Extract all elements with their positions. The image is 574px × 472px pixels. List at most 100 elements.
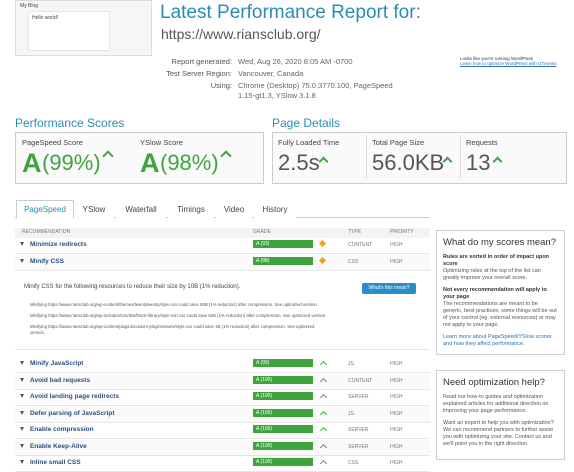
- row-priority: HIGH: [390, 394, 403, 400]
- scores-heading: Performance Scores: [15, 116, 125, 130]
- row-priority: HIGH: [390, 410, 403, 417]
- row-name[interactable]: Defer parsing of JavaScript: [30, 409, 115, 417]
- row-priority: HIGH: [390, 443, 403, 450]
- tab[interactable]: Video: [216, 200, 252, 218]
- info-label: Report generated:: [171, 57, 232, 66]
- grade-bar: A (99): [253, 359, 313, 367]
- row-type: SERVER: [348, 443, 369, 450]
- info-value: Wed, Aug 26, 2020 8:05 AM -0700: [238, 57, 353, 66]
- sidebar-bold: Not every recommendation will apply to y…: [443, 287, 547, 300]
- row-bg: [15, 357, 430, 373]
- body: My Blog Hello world! Latest Performance …: [15, 0, 567, 472]
- details-box: [272, 132, 567, 184]
- sidebar-bold: Rules are sorted in order of impact upon…: [443, 254, 550, 267]
- detail-label: Requests: [466, 138, 498, 147]
- row-priority: HIGH: [390, 460, 403, 466]
- grade-bar: A (93): [253, 240, 313, 248]
- score-percent: (98%): [160, 150, 219, 175]
- column-header: GRADE: [253, 229, 271, 235]
- row-type: CSS: [348, 460, 359, 466]
- row-name[interactable]: Minify CSS: [30, 257, 64, 265]
- score-label: YSlow Score: [140, 138, 183, 147]
- row-bg: [15, 254, 430, 271]
- score-grade: A: [22, 148, 42, 178]
- sidebar-box: What do my scores mean? Rules are sorted …: [436, 230, 565, 355]
- row-priority: HIGH: [390, 377, 403, 384]
- row-bg: [15, 406, 430, 423]
- info-value: Chrome (Desktop) 75.0.3770.100, PageSpee…: [238, 81, 393, 100]
- thumb-post-title: Hello world!: [32, 15, 59, 21]
- row-priority: HIGH: [390, 427, 403, 433]
- table-header-bg: [15, 228, 430, 238]
- row-name[interactable]: Avoid landing page redirects: [30, 393, 119, 400]
- wordpress-link[interactable]: Learn how to optimize WordPress with GTm…: [460, 61, 557, 66]
- row-toggle: [20, 443, 24, 448]
- row-name[interactable]: Enable compression: [30, 426, 94, 433]
- info-label: Test Server Region:: [166, 69, 232, 78]
- sidebar-text: Read our how-to guides and optimization …: [443, 394, 549, 414]
- tab[interactable]: Timings: [168, 200, 214, 218]
- detail-label: Total Page Size: [372, 138, 425, 147]
- details-item: Minifying https://www.riansclub.org/wp-c…: [30, 324, 315, 335]
- row-type: CSS: [348, 258, 359, 265]
- row-name[interactable]: Inline small CSS: [30, 459, 81, 466]
- page: GTmetrix report {"header":{"title":"Late…: [15, 0, 567, 472]
- report-title: Latest Performance Report for:: [160, 2, 421, 23]
- row-type: CONTENT: [348, 242, 373, 248]
- detail-label: Fully Loaded Time: [278, 138, 340, 147]
- wordpress-text: Looks like you're running WordPress: [460, 56, 534, 61]
- row-bg: [15, 423, 430, 439]
- details-box: [15, 271, 430, 350]
- row-toggle: [20, 258, 24, 263]
- row-name[interactable]: Enable Keep-Alive: [30, 442, 87, 450]
- detail-value: 13: [466, 150, 491, 175]
- grade-bar: A (100): [253, 441, 313, 450]
- grade-bar: A (100): [253, 425, 313, 433]
- thumb-content: [28, 11, 110, 51]
- sidebar-box: Need optimization help? Read our how-to g…: [436, 370, 565, 460]
- tab[interactable]: YSlow: [74, 200, 114, 218]
- tab[interactable]: PageSpeed: [16, 200, 74, 219]
- row-toggle: [20, 242, 24, 246]
- row-toggle: [20, 394, 24, 398]
- row-toggle: [20, 361, 24, 365]
- details-divider: [460, 135, 461, 179]
- row-priority: HIGH: [390, 242, 403, 248]
- thumb-site-title: My Blog: [20, 3, 39, 9]
- row-name[interactable]: Minify JavaScript: [30, 360, 84, 367]
- row-type: JS: [348, 361, 354, 367]
- row-type: JS: [348, 410, 354, 417]
- column-header: TYPE: [348, 229, 362, 235]
- scores-box: [15, 132, 264, 184]
- sidebar-heading: Need optimization help?: [443, 377, 545, 388]
- row-toggle: [20, 460, 24, 464]
- sidebar-heading: What do my scores mean?: [443, 237, 556, 248]
- score-percent: (99%): [42, 150, 101, 175]
- tab[interactable]: Waterfall: [116, 200, 166, 218]
- row-toggle: [20, 377, 24, 382]
- tab[interactable]: History: [254, 200, 296, 218]
- grade-bar: A (100): [253, 392, 313, 400]
- row-type: SERVER: [348, 394, 369, 400]
- details-item: Minifying https://www.riansclub.org/wp-i…: [30, 313, 327, 318]
- sidebar-text: The recommendations are meant to be gene…: [443, 301, 557, 328]
- score-label: PageSpeed Score: [22, 138, 83, 147]
- row-priority: HIGH: [390, 258, 403, 265]
- row-name[interactable]: Minimize redirects: [30, 241, 87, 248]
- details-button[interactable]: What's this mean?: [362, 283, 416, 294]
- row-type: CONTENT: [348, 377, 373, 384]
- sidebar-text: Optimizing rules at the top of the list …: [443, 268, 541, 281]
- detail-value: 56.0KB: [372, 150, 445, 175]
- row-priority: HIGH: [390, 361, 403, 367]
- sidebar-text: Want an expert to help you with optimiza…: [443, 420, 554, 447]
- row-bg: [15, 390, 430, 406]
- details-heading: Page Details: [272, 116, 341, 130]
- row-bg: [15, 373, 430, 390]
- row-name[interactable]: Avoid bad requests: [30, 376, 91, 384]
- wordpress-note: Looks like you're running WordPress Lear…: [460, 56, 560, 66]
- row-toggle: [20, 427, 24, 431]
- row-toggle: [20, 410, 24, 415]
- score-grade: A: [140, 148, 160, 178]
- sidebar-text: Learn more about PageSpeed/YSlow scores …: [443, 334, 552, 347]
- row-bg: [15, 238, 430, 254]
